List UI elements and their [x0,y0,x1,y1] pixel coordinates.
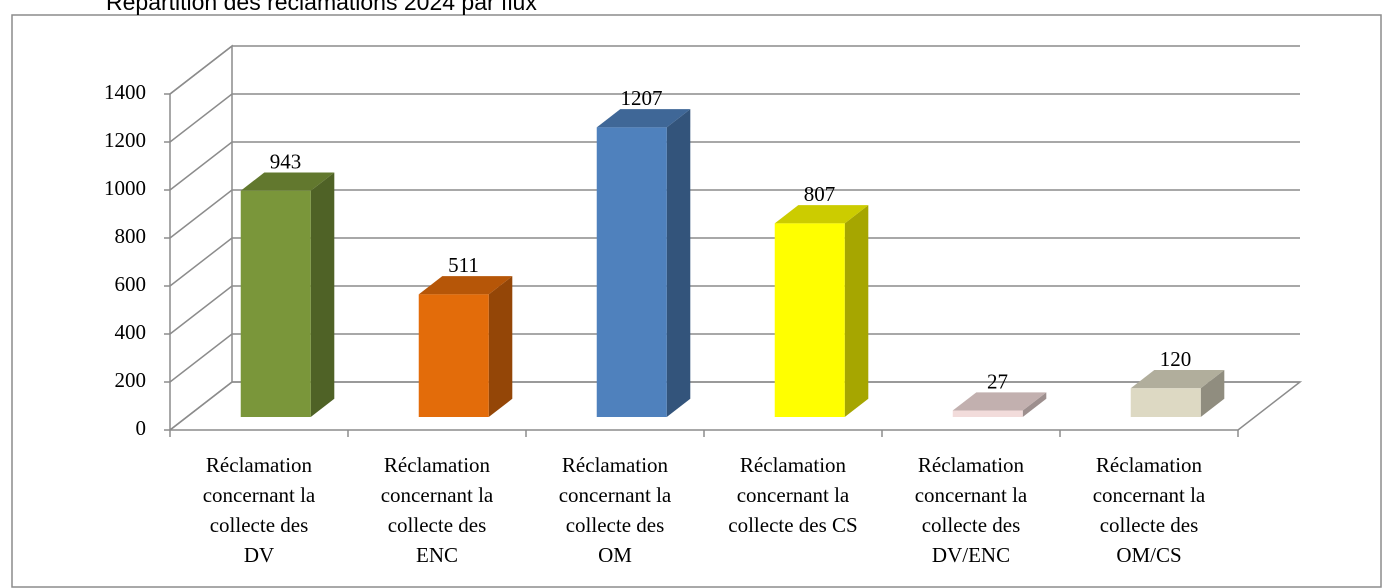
x-tick-label-line: Réclamation [562,453,669,477]
bar-top [1130,370,1225,389]
y-tick-label: 400 [115,320,147,344]
grid-line [169,189,1300,239]
bar-side [310,172,335,418]
y-tick-label: 600 [115,272,147,296]
y-tick-label: 200 [115,368,147,392]
x-tick-label-line: concernant la [203,483,316,507]
chart-frame [11,14,1382,588]
data-label: 511 [448,253,479,277]
bar [596,127,667,418]
data-label: 27 [987,369,1008,393]
x-tick-label-line: Réclamation [1096,453,1203,477]
x-tick-label-line: Réclamation [918,453,1025,477]
x-tick-label-line: concernant la [737,483,850,507]
y-tick-label: 1400 [104,80,146,104]
bar-side [1200,370,1225,418]
bar-top [774,205,869,224]
x-tick-label-line: collecte des [1100,513,1199,537]
x-tick-label-line: collecte des CS [728,513,857,537]
bar [418,294,489,418]
x-tick-label-line: Réclamation [740,453,847,477]
grid-line [169,237,1300,287]
bar [1130,388,1201,418]
x-tick-label: Réclamation concernant la collecte des OM [559,453,672,567]
grid-line [169,141,1300,191]
bar-side [1022,392,1047,418]
bar [774,223,845,418]
data-label: 943 [270,149,302,173]
y-tick-label: 800 [115,224,147,248]
x-tick-label: Réclamation concernant la collecte des DV/E… [915,453,1028,567]
grid-line [169,285,1300,335]
x-tick-label: Réclamation concernant la collecte des CS [728,453,857,537]
chart-title: Répartition des réclamations 2024 par fl… [106,0,537,15]
x-tick-label-line: concernant la [381,483,494,507]
grid-line [169,45,1300,95]
x-tick-label-line: collecte des [566,513,665,537]
x-tick-label: Réclamation concernant la collecte des ENC [381,453,494,567]
y-tick-label: 1200 [104,128,146,152]
bar-side [666,109,691,418]
grid-line [169,333,1300,383]
side-wall [169,44,233,431]
x-tick-label-line: collecte des [922,513,1021,537]
grid-line [169,93,1300,143]
grid-line [169,381,1300,431]
x-tick-label-line: DV/ENC [932,543,1010,567]
x-tick-label-line: concernant la [559,483,672,507]
x-tick-label-line: Réclamation [384,453,491,477]
x-tick-label-line: collecte des [388,513,487,537]
floor [170,381,1303,431]
x-tick-label-line: OM/CS [1116,543,1181,567]
x-tick-label-line: collecte des [210,513,309,537]
bar-side [488,276,513,418]
bar-top [952,392,1047,411]
data-label: 120 [1160,347,1192,371]
data-label: 1207 [621,86,663,110]
x-tick-label: Réclamation concernant la collecte des DV [203,453,316,567]
bar-top [596,109,691,128]
y-tick-label: 0 [136,416,147,440]
x-tick-label: Réclamation concernant la collecte des OM/C… [1093,453,1206,567]
x-tick-label-line: concernant la [1093,483,1206,507]
bar [952,410,1023,418]
bar-top [418,276,513,295]
data-label: 807 [804,182,836,206]
y-tick-label: 1000 [104,176,146,200]
bar [240,190,311,418]
bar-top [240,172,335,191]
x-tick-label-line: Réclamation [206,453,313,477]
x-tick-label-line: ENC [416,543,458,567]
x-tick-label-line: OM [598,543,632,567]
x-tick-label-line: concernant la [915,483,1028,507]
bar-side [844,205,869,418]
x-tick-label-line: DV [244,543,274,567]
